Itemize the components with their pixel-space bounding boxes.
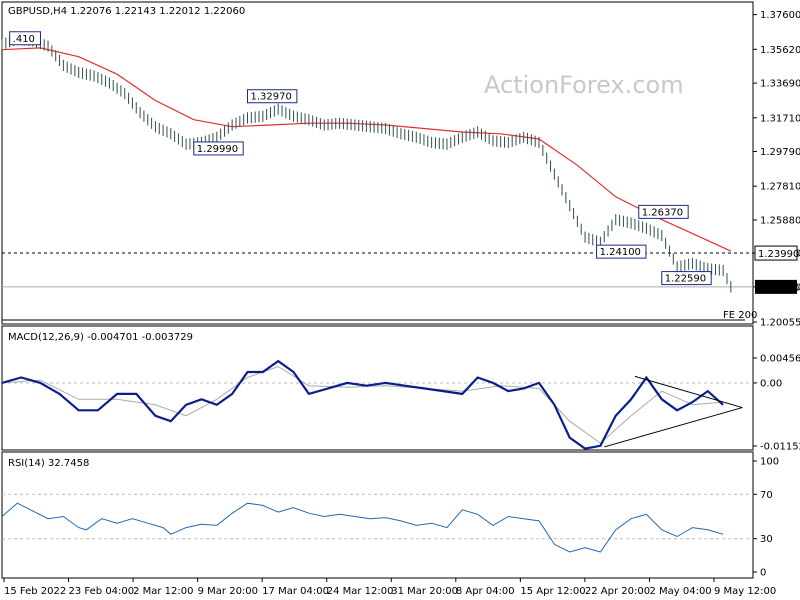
rsi-tick-label: 0 [760,568,766,579]
rsi-header: RSI(14) 32.7458 [8,458,89,469]
price-tick-label: 1.27810 [760,182,800,193]
price-annotation: 1.32970 [250,92,291,103]
price-annotation-box [638,204,689,219]
price-annotation: 1.29990 [197,144,238,155]
price-tick-label: 1.29790 [760,147,800,158]
price-annotation: 1.26370 [642,207,683,218]
price-annotation-box [596,244,647,259]
price-annotation-box [661,271,712,286]
fe-label: FE 200 [723,310,757,321]
macd-line [1,359,724,450]
macd-axis: 0.00456 0.00 -0.011529 [2,354,800,453]
macd-trendline [634,375,743,409]
x-tick-label: 2 May 04:00 [649,586,711,597]
rsi-tick-label: 100 [760,457,779,468]
rsi-line [1,502,724,553]
rsi-tick-label: 30 [760,534,773,545]
price-annotation: 1.22590 [665,274,706,285]
rsi-panel [1,451,754,579]
price-header: GBPUSD,H4 1.22076 1.22143 1.22012 1.2206… [8,6,245,17]
macd-header: MACD(12,26,9) -0.004701 -0.003729 [8,332,193,343]
x-tick-label: 9 May 12:00 [714,586,776,597]
x-tick-label: 17 Mar 04:00 [262,586,329,597]
x-tick-label: 15 Apr 12:00 [520,586,585,597]
price-tick-label: 1.25880 [760,215,800,226]
macd-trendline [604,407,743,448]
x-tick-label: 8 Apr 04:00 [456,586,515,597]
price-annotation: .410 [13,34,35,45]
price-tick-label: 1.35620 [760,45,800,56]
current-price-label: 1.22060 [758,283,799,294]
macd-panel [1,325,754,451]
macd-tick-label: 0.00456 [760,354,800,365]
x-tick-label: 23 Feb 04:00 [69,586,135,597]
price-tick-label: 1.33690 [760,79,800,90]
price-annotation: 1.24100 [600,247,641,258]
level-price-label: 1.23990 [758,249,799,260]
x-tick-label: 22 Apr 20:00 [585,586,650,597]
rsi-tick-label: 70 [760,490,773,501]
x-tick-label: 24 Mar 12:00 [327,586,394,597]
x-tick-label: 15 Feb 2022 [4,586,66,597]
x-tick-label: 9 Mar 20:00 [198,586,258,597]
price-annotation-box [246,89,298,104]
price-annotations: .410 1.32970 1.29990 1.26370 1.24100 1.22590 1… [9,31,799,294]
rsi-lines [1,502,724,553]
x-tick-label: 31 Mar 20:00 [391,586,458,597]
price-annotation-box [9,31,41,46]
macd-lines [1,359,743,450]
price-panel [1,1,754,325]
price-tick-label: 1.37600 [760,10,800,21]
x-axis: 15 Feb 2022 23 Feb 04:002 Mar 12:00 9 Mar … [3,578,776,597]
level-price-box [754,245,798,261]
price-tick-label: 1.31710 [760,113,800,124]
macd-tick-label: -0.011529 [760,442,800,453]
watermark: ActionForex.com [484,71,684,99]
price-tick-label: 1.20055 [760,318,800,329]
current-price-box [755,279,797,294]
macd-tick-label: 0.00 [760,378,782,389]
x-tick-label: 2 Mar 12:00 [133,586,193,597]
price-annotation-box [193,141,244,156]
rsi-axis: 100 70 30 0 [2,457,779,579]
